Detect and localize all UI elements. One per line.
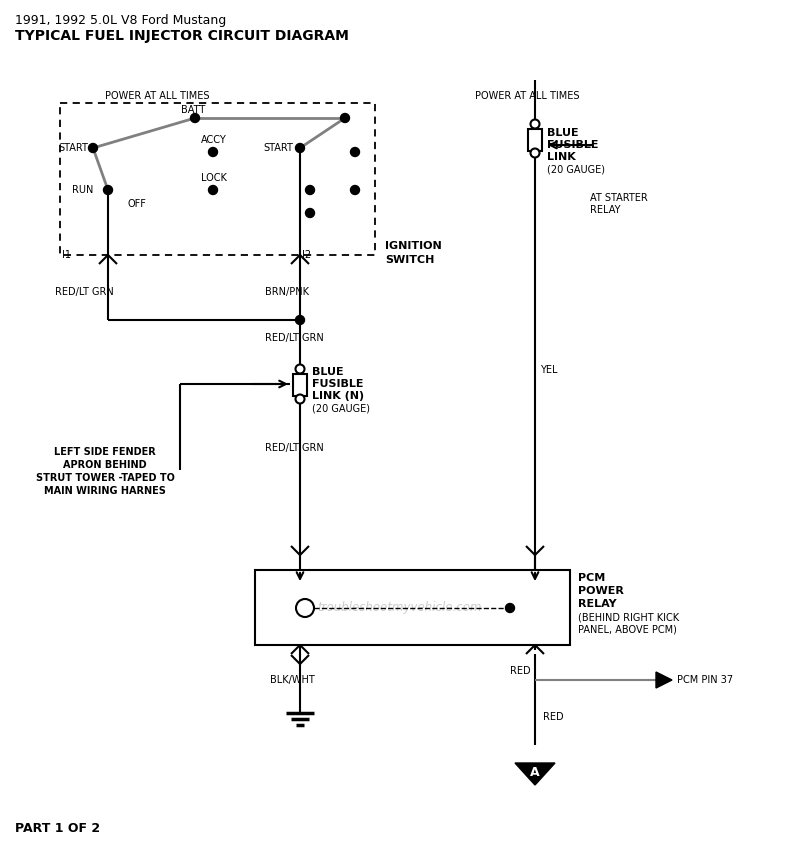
Text: TYPICAL FUEL INJECTOR CIRCUIT DIAGRAM: TYPICAL FUEL INJECTOR CIRCUIT DIAGRAM (15, 29, 349, 43)
Text: YEL: YEL (540, 365, 558, 375)
Polygon shape (656, 672, 672, 688)
Text: LINK (N): LINK (N) (312, 391, 364, 401)
Text: (20 GAUGE): (20 GAUGE) (547, 164, 605, 174)
Circle shape (209, 148, 218, 156)
Polygon shape (515, 763, 555, 785)
Circle shape (306, 208, 314, 218)
Text: LEFT SIDE FENDER: LEFT SIDE FENDER (54, 447, 156, 457)
Circle shape (295, 315, 305, 325)
Circle shape (295, 365, 305, 373)
Text: A: A (530, 767, 540, 779)
Circle shape (350, 185, 359, 195)
Bar (60, 103, 375, 255)
Bar (293, 374, 307, 396)
Circle shape (295, 394, 305, 404)
Text: MAIN WIRING HARNES: MAIN WIRING HARNES (44, 486, 166, 496)
Text: BLUE: BLUE (312, 367, 344, 377)
Text: I2: I2 (302, 250, 311, 260)
Text: IGNITION: IGNITION (385, 241, 442, 251)
Text: ACCY: ACCY (201, 135, 226, 145)
Text: troubleshootmyvehicle.com: troubleshootmyvehicle.com (318, 602, 482, 615)
Circle shape (341, 114, 350, 122)
Bar (528, 129, 542, 151)
Text: RED: RED (543, 712, 564, 722)
Circle shape (209, 185, 218, 195)
Text: SWITCH: SWITCH (385, 255, 434, 265)
Text: FUSIBLE: FUSIBLE (547, 140, 598, 150)
Circle shape (506, 604, 514, 613)
Text: I1: I1 (62, 250, 71, 260)
Text: STRUT TOWER -TAPED TO: STRUT TOWER -TAPED TO (35, 473, 174, 483)
Circle shape (350, 148, 359, 156)
Text: BATT: BATT (181, 105, 205, 115)
Text: LOCK: LOCK (201, 173, 227, 183)
Text: RED/LT GRN: RED/LT GRN (55, 287, 114, 297)
Circle shape (530, 149, 539, 157)
Text: PCM: PCM (578, 573, 606, 583)
Text: START: START (58, 143, 88, 153)
Text: POWER AT ALL TIMES: POWER AT ALL TIMES (105, 91, 210, 101)
Text: RED: RED (510, 666, 530, 676)
Text: POWER: POWER (578, 586, 624, 596)
Bar (255, 570, 570, 645)
Text: 1991, 1992 5.0L V8 Ford Mustang: 1991, 1992 5.0L V8 Ford Mustang (15, 14, 226, 26)
Text: AT STARTER: AT STARTER (590, 193, 648, 203)
Text: PCM PIN 37: PCM PIN 37 (677, 675, 733, 685)
Text: (BEHIND RIGHT KICK: (BEHIND RIGHT KICK (578, 612, 679, 622)
Text: RED/LT GRN: RED/LT GRN (265, 443, 324, 453)
Text: APRON BEHIND: APRON BEHIND (63, 460, 147, 470)
Circle shape (530, 120, 539, 128)
Text: RELAY: RELAY (590, 205, 621, 215)
Circle shape (295, 144, 305, 152)
Text: POWER AT ALL TIMES: POWER AT ALL TIMES (475, 91, 579, 101)
Circle shape (296, 599, 314, 617)
Circle shape (306, 185, 314, 195)
Circle shape (190, 114, 199, 122)
Circle shape (89, 144, 98, 152)
Text: FUSIBLE: FUSIBLE (312, 379, 363, 389)
Text: PART 1 OF 2: PART 1 OF 2 (15, 821, 100, 835)
Text: BLUE: BLUE (547, 128, 578, 138)
Text: LINK: LINK (547, 152, 576, 162)
Text: PANEL, ABOVE PCM): PANEL, ABOVE PCM) (578, 625, 677, 635)
Text: RED/LT GRN: RED/LT GRN (265, 333, 324, 343)
Text: OFF: OFF (128, 199, 147, 209)
Text: BRN/PNK: BRN/PNK (265, 287, 309, 297)
Text: RUN: RUN (72, 185, 94, 195)
Text: BLK/WHT: BLK/WHT (270, 675, 314, 685)
Text: (20 GAUGE): (20 GAUGE) (312, 403, 370, 413)
Text: RELAY: RELAY (578, 599, 617, 609)
Text: START: START (263, 143, 293, 153)
Circle shape (103, 185, 113, 195)
